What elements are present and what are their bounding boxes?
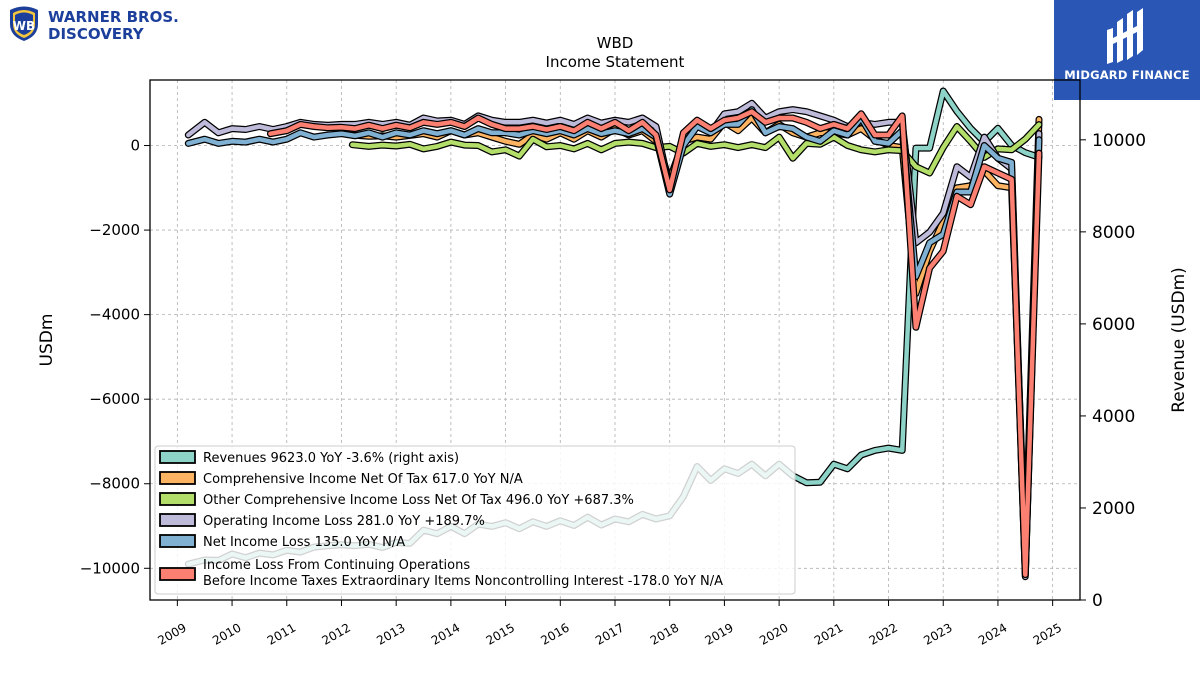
x-tick-label: 2019 bbox=[702, 620, 735, 647]
y-tick-label: −6000 bbox=[89, 390, 140, 408]
x-tick-label: 2020 bbox=[757, 620, 790, 647]
y-right-axis-label: Revenue (USDm) bbox=[1169, 267, 1189, 413]
series-5 bbox=[266, 108, 1043, 579]
series-2 bbox=[348, 121, 1043, 177]
legend-item-2: Other Comprehensive Income Loss Net Of T… bbox=[159, 492, 634, 508]
y-tick-label: −8000 bbox=[89, 475, 140, 493]
x-axis: 2009 2010 2011 2012 2013 2014 2015 2016 2017 2018… bbox=[155, 600, 1064, 648]
x-tick-label: 2025 bbox=[1031, 620, 1064, 647]
legend-item-5: Income Loss From Continuing OperationsBe… bbox=[159, 558, 723, 589]
legend-label: Net Income Loss 135.0 YoY N/A bbox=[203, 535, 405, 550]
legend-item-1: Comprehensive Income Net Of Tax 617.0 Yo… bbox=[159, 471, 523, 487]
right-axis: 0 2000 4000 6000 8000 10000 bbox=[1080, 131, 1146, 611]
legend-swatch bbox=[159, 450, 196, 464]
legend-label: Income Loss From Continuing Operations bbox=[203, 558, 470, 573]
y-axis-label: USDm bbox=[37, 314, 57, 367]
legend-item-3: Operating Income Loss 281.0 YoY +189.7% bbox=[159, 513, 485, 529]
legend-label: Comprehensive Income Net Of Tax 617.0 Yo… bbox=[203, 472, 523, 487]
chart-title: WBD bbox=[597, 34, 634, 52]
series-4 bbox=[184, 106, 1043, 576]
x-tick-label: 2013 bbox=[374, 620, 407, 647]
y-tick-label: −4000 bbox=[89, 306, 140, 324]
midgard-finance-text: MIDGARD FINANCE bbox=[1064, 68, 1190, 82]
y-right-tick-label: 8000 bbox=[1092, 223, 1135, 243]
series-line bbox=[186, 107, 1042, 575]
legend-label: Revenues 9623.0 YoY -3.6% (right axis) bbox=[203, 451, 459, 466]
y-right-tick-label: 10000 bbox=[1092, 131, 1146, 151]
logo-line-1: WARNER BROS. bbox=[48, 8, 179, 26]
y-tick-label: −10000 bbox=[80, 559, 140, 577]
legend-label: Before Income Taxes Extraordinary Items … bbox=[203, 574, 723, 589]
warner-bros-discovery-logo: WB WARNER BROS. DISCOVERY bbox=[6, 4, 196, 44]
legend-swatch bbox=[159, 492, 196, 506]
legend-item-4: Net Income Loss 135.0 YoY N/A bbox=[159, 534, 405, 550]
series-line bbox=[350, 122, 1042, 176]
x-tick-label: 2021 bbox=[812, 620, 845, 647]
y-right-tick-label: 6000 bbox=[1092, 315, 1135, 335]
x-tick-label: 2010 bbox=[210, 620, 243, 647]
legend-label: Other Comprehensive Income Loss Net Of T… bbox=[203, 493, 634, 508]
x-tick-label: 2012 bbox=[320, 620, 353, 647]
x-tick-label: 2023 bbox=[921, 620, 954, 647]
legend: Revenues 9623.0 YoY -3.6% (right axis) Co… bbox=[154, 445, 796, 595]
legend-swatch bbox=[159, 513, 196, 527]
y-right-tick-label: 0 bbox=[1092, 591, 1103, 611]
chart-subtitle: Income Statement bbox=[546, 53, 685, 71]
y-tick-label: 0 bbox=[130, 137, 140, 155]
y-right-tick-label: 4000 bbox=[1092, 407, 1135, 427]
legend-label: Operating Income Loss 281.0 YoY +189.7% bbox=[203, 514, 485, 529]
svg-text:WB: WB bbox=[13, 19, 35, 33]
x-tick-label: 2009 bbox=[155, 620, 188, 647]
series-line bbox=[268, 109, 1042, 577]
midgard-finance-icon bbox=[1107, 8, 1143, 64]
legend-item-0: Revenues 9623.0 YoY -3.6% (right axis) bbox=[159, 450, 459, 466]
legend-swatch bbox=[159, 567, 196, 581]
x-tick-label: 2011 bbox=[265, 620, 298, 647]
legend-swatch bbox=[159, 534, 196, 548]
legend-box bbox=[154, 445, 796, 595]
y-right-tick-label: 2000 bbox=[1092, 499, 1135, 519]
x-tick-label: 2022 bbox=[867, 620, 900, 647]
x-tick-label: 2024 bbox=[976, 620, 1009, 647]
x-tick-label: 2016 bbox=[538, 620, 571, 647]
midgard-finance-logo: MIDGARD FINANCE bbox=[1054, 0, 1200, 100]
logo-line-2: DISCOVERY bbox=[48, 25, 145, 43]
x-tick-label: 2015 bbox=[484, 620, 517, 647]
x-tick-label: 2014 bbox=[429, 620, 462, 647]
x-tick-label: 2018 bbox=[648, 620, 681, 647]
x-tick-label: 2017 bbox=[593, 620, 626, 647]
left-axis: 0 −2000 −4000 −6000 −8000 −10000 bbox=[80, 137, 150, 577]
legend-swatch bbox=[159, 471, 196, 485]
wb-shield-icon: WB bbox=[10, 6, 38, 41]
y-tick-label: −2000 bbox=[89, 221, 140, 239]
